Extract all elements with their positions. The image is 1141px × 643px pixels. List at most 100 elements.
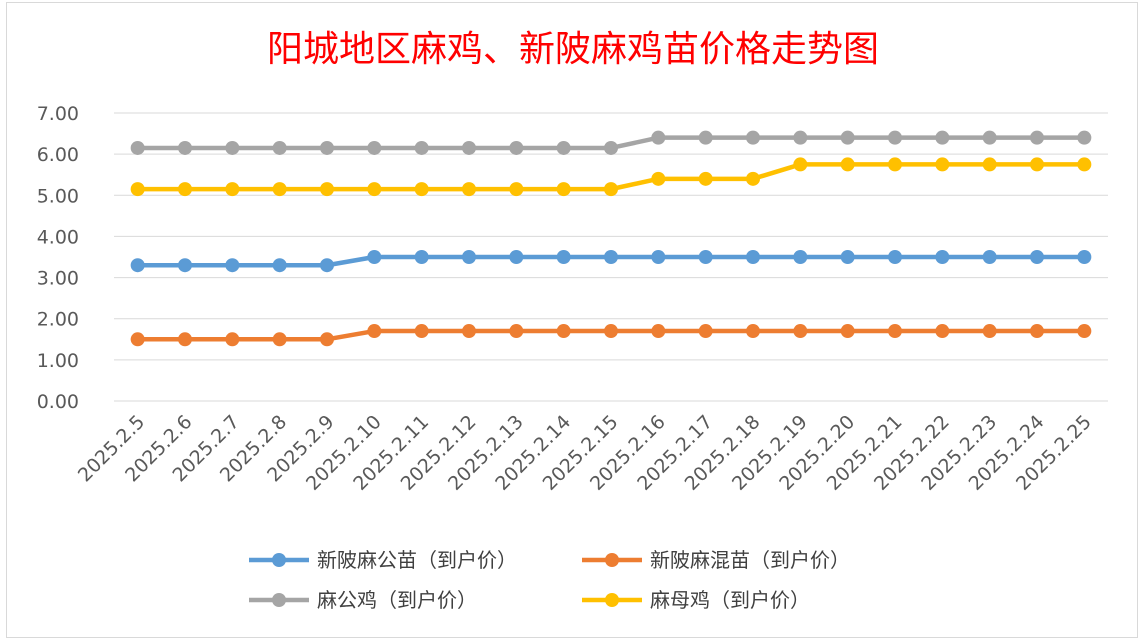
- data-point: [1030, 250, 1044, 264]
- y-tick-label: 0.00: [37, 391, 79, 413]
- data-point: [935, 324, 950, 339]
- data-point: [746, 250, 760, 264]
- data-point: [982, 250, 997, 264]
- data-point: [651, 250, 666, 264]
- data-point: [509, 250, 524, 264]
- data-point: [982, 130, 997, 145]
- data-point: [320, 258, 334, 273]
- data-point: [178, 182, 192, 197]
- data-point: [414, 140, 429, 155]
- legend-item: 麻母鸡（到户价）: [582, 588, 810, 612]
- legend-label: 新陂麻混苗（到户价）: [650, 548, 850, 572]
- data-point: [651, 171, 666, 186]
- series-1: [130, 324, 1092, 347]
- data-point: [272, 332, 287, 347]
- legend-marker: [272, 593, 286, 607]
- data-point: [982, 324, 997, 339]
- data-point: [272, 258, 287, 273]
- y-tick-label: 2.00: [37, 309, 79, 331]
- data-point: [509, 324, 524, 339]
- y-tick-label: 3.00: [37, 268, 79, 290]
- data-point: [556, 182, 571, 197]
- data-point: [462, 324, 476, 339]
- series-3: [130, 157, 1092, 197]
- data-point: [982, 157, 997, 172]
- data-point: [178, 140, 192, 155]
- data-point: [793, 250, 808, 264]
- data-point: [178, 332, 192, 347]
- data-point: [888, 130, 902, 145]
- data-point: [1077, 250, 1092, 264]
- series-0: [130, 250, 1092, 273]
- series-lines: [130, 130, 1092, 347]
- legend-marker: [272, 553, 286, 567]
- y-tick-label: 4.00: [37, 226, 79, 248]
- data-point: [462, 140, 476, 155]
- legend-label: 麻公鸡（到户价）: [317, 588, 477, 612]
- legend-label: 麻母鸡（到户价）: [650, 588, 810, 612]
- data-point: [509, 182, 524, 197]
- data-point: [367, 140, 382, 155]
- data-point: [225, 332, 240, 347]
- data-point: [793, 157, 808, 172]
- data-point: [414, 324, 429, 339]
- data-point: [840, 130, 855, 145]
- data-point: [840, 324, 855, 339]
- data-point: [178, 258, 192, 273]
- data-point: [272, 140, 287, 155]
- data-point: [793, 130, 808, 145]
- x-axis-ticks: 2025.2.52025.2.62025.2.72025.2.82025.2.9…: [74, 411, 1096, 495]
- data-point: [888, 324, 902, 339]
- data-point: [746, 130, 760, 145]
- data-point: [698, 171, 713, 186]
- legend-item: 麻公鸡（到户价）: [249, 588, 477, 612]
- legend-marker: [605, 593, 619, 607]
- data-point: [320, 182, 334, 197]
- data-point: [367, 250, 382, 264]
- data-point: [1030, 130, 1044, 145]
- data-point: [746, 171, 760, 186]
- data-point: [604, 250, 618, 264]
- data-point: [367, 182, 382, 197]
- data-point: [935, 157, 950, 172]
- data-point: [130, 258, 145, 273]
- data-point: [840, 157, 855, 172]
- data-point: [698, 130, 713, 145]
- data-point: [1077, 130, 1092, 145]
- y-tick-label: 5.00: [37, 185, 79, 207]
- y-tick-label: 1.00: [37, 350, 79, 372]
- data-point: [698, 250, 713, 264]
- y-tick-label: 7.00: [37, 103, 79, 125]
- data-point: [320, 332, 334, 347]
- data-point: [462, 250, 476, 264]
- data-point: [556, 324, 571, 339]
- data-point: [556, 140, 571, 155]
- data-point: [414, 250, 429, 264]
- data-point: [935, 130, 950, 145]
- data-point: [604, 182, 618, 197]
- y-axis-ticks: 0.00 1.00 2.00 3.00 4.00 5.00 6.00 7.00: [37, 103, 79, 413]
- data-point: [414, 182, 429, 197]
- data-point: [320, 140, 334, 155]
- legend: 新陂麻公苗（到户价） 新陂麻混苗（到户价） 麻公鸡（到户价） 麻母鸡（到户价）: [249, 548, 850, 612]
- data-point: [651, 130, 666, 145]
- y-tick-label: 6.00: [37, 144, 79, 166]
- data-point: [604, 324, 618, 339]
- data-point: [651, 324, 666, 339]
- data-point: [604, 140, 618, 155]
- legend-item: 新陂麻公苗（到户价）: [249, 548, 517, 572]
- data-point: [1030, 157, 1044, 172]
- data-point: [746, 324, 760, 339]
- series-2: [130, 130, 1092, 155]
- data-point: [698, 324, 713, 339]
- legend-label: 新陂麻公苗（到户价）: [317, 548, 517, 572]
- data-point: [888, 250, 902, 264]
- data-point: [1077, 157, 1092, 172]
- data-point: [556, 250, 571, 264]
- data-point: [1030, 324, 1044, 339]
- data-point: [509, 140, 524, 155]
- data-point: [130, 182, 145, 197]
- data-point: [1077, 324, 1092, 339]
- data-point: [367, 324, 382, 339]
- data-point: [840, 250, 855, 264]
